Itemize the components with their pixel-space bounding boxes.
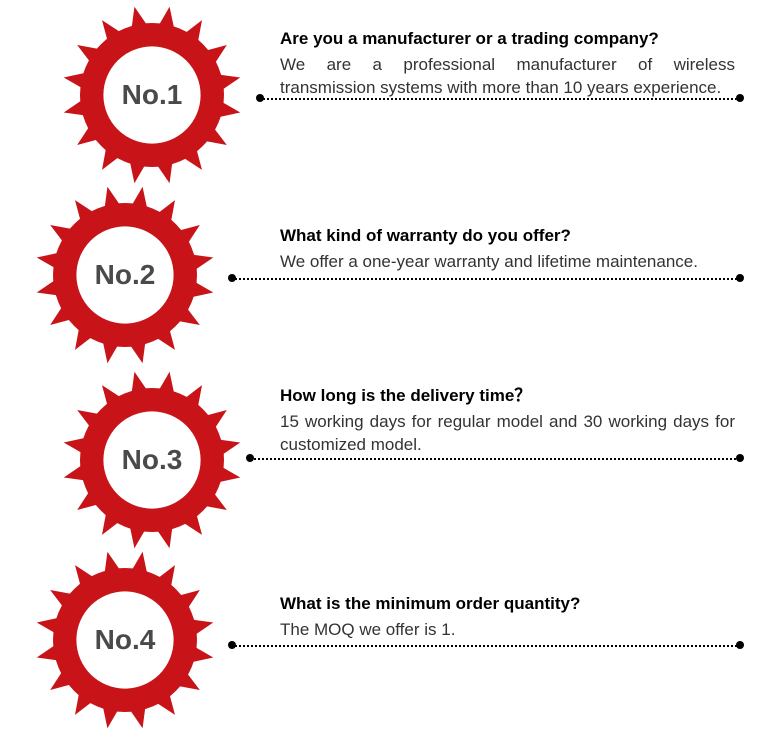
faq-answer: We offer a one-year warranty and lifetim… bbox=[280, 251, 735, 274]
faq-question: How long is the delivery time？ bbox=[280, 385, 735, 408]
faq-answer: We are a professional manufacturer of wi… bbox=[280, 54, 735, 100]
gear-badge: No.3 bbox=[62, 370, 242, 550]
divider-line bbox=[232, 645, 740, 647]
divider-line bbox=[250, 458, 740, 460]
line-endpoint bbox=[256, 94, 264, 102]
faq-question: Are you a manufacturer or a trading comp… bbox=[280, 28, 735, 51]
gear-badge: No.4 bbox=[35, 550, 215, 730]
line-endpoint bbox=[246, 454, 254, 462]
gear-label: No.3 bbox=[122, 444, 183, 476]
line-endpoint bbox=[228, 641, 236, 649]
gear-badge: No.2 bbox=[35, 185, 215, 365]
gear-label: No.4 bbox=[95, 624, 156, 656]
divider-line bbox=[232, 278, 740, 280]
line-endpoint bbox=[228, 274, 236, 282]
faq-text-block: What is the minimum order quantity? The M… bbox=[280, 593, 735, 642]
line-endpoint bbox=[736, 641, 744, 649]
faq-infographic: No.1 Are you a manufacturer or a trading … bbox=[0, 0, 772, 743]
faq-question: What kind of warranty do you offer? bbox=[280, 225, 735, 248]
faq-text-block: Are you a manufacturer or a trading comp… bbox=[280, 28, 735, 100]
line-endpoint bbox=[736, 94, 744, 102]
faq-answer: The MOQ we offer is 1. bbox=[280, 619, 735, 642]
faq-text-block: How long is the delivery time？ 15 working… bbox=[280, 385, 735, 457]
faq-text-block: What kind of warranty do you offer? We of… bbox=[280, 225, 735, 274]
divider-line bbox=[260, 98, 740, 100]
gear-badge: No.1 bbox=[62, 5, 242, 185]
gear-label: No.1 bbox=[122, 79, 183, 111]
faq-answer: 15 working days for regular model and 30… bbox=[280, 411, 735, 457]
faq-question: What is the minimum order quantity? bbox=[280, 593, 735, 616]
gear-label: No.2 bbox=[95, 259, 156, 291]
line-endpoint bbox=[736, 274, 744, 282]
line-endpoint bbox=[736, 454, 744, 462]
